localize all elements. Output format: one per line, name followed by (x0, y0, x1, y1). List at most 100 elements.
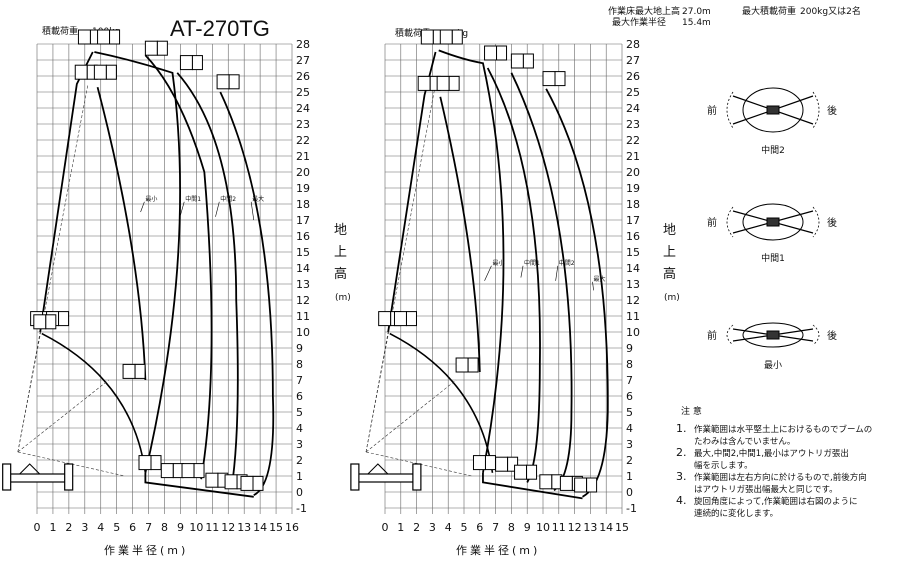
y-tick-label: 14 (626, 262, 640, 275)
platform-box (539, 474, 553, 490)
y-tick-label: 9 (296, 342, 303, 355)
label-leader (592, 281, 594, 291)
x-tick-label: 12 (221, 521, 235, 534)
y-tick-label: 10 (626, 326, 640, 339)
platform-box (216, 74, 230, 90)
y-tick-label: -1 (626, 502, 637, 515)
platform-box (554, 71, 566, 87)
notes-heading: 注 意 (681, 405, 702, 417)
y-tick-label: 0 (296, 486, 303, 499)
chart1-ylabel-2: 上 (334, 245, 347, 260)
x-tick-label: 0 (34, 521, 41, 534)
platform-box (109, 29, 121, 45)
x-tick-label: 0 (382, 521, 389, 534)
label-leader (555, 265, 559, 281)
platform-box (33, 314, 47, 330)
note-line: 最大,中間2,中間1,最小はアウトリガ張出 (694, 448, 849, 459)
range-curve (545, 88, 609, 498)
vehicle-turret (367, 463, 389, 475)
platform-box (495, 456, 509, 472)
boom-dash (17, 379, 109, 453)
y-tick-label: 4 (296, 422, 303, 435)
y-tick-label: 24 (296, 102, 310, 115)
vehicle-outrigger (412, 463, 422, 491)
platform-box (224, 474, 238, 490)
y-tick-label: 17 (296, 214, 310, 227)
y-tick-label: 16 (296, 230, 310, 243)
x-tick-label: 9 (177, 521, 184, 534)
x-tick-label: 13 (237, 521, 251, 534)
boom-dash (17, 451, 125, 477)
platform-box (240, 475, 254, 491)
platform-box (138, 455, 152, 471)
platform-box (393, 311, 407, 327)
platform-box (205, 472, 219, 488)
y-tick-label: 25 (626, 86, 640, 99)
range-curve (219, 91, 275, 497)
note-line: はアウトリガ張出幅最大と同じです。 (694, 484, 838, 495)
y-tick-label: 0 (626, 486, 633, 499)
y-tick-label: 6 (626, 390, 633, 403)
range-curve (438, 49, 505, 473)
x-tick-label: 7 (145, 521, 152, 534)
label-leader (140, 201, 145, 213)
label-leader (250, 201, 255, 221)
x-tick-label: 15 (615, 521, 629, 534)
y-tick-label: 11 (296, 310, 310, 323)
x-tick-label: 4 (445, 521, 452, 534)
x-tick-label: 11 (552, 521, 566, 534)
y-tick-label: 2 (626, 454, 633, 467)
platform-box (439, 29, 453, 45)
y-tick-label: 3 (296, 438, 303, 451)
y-tick-label: 18 (626, 198, 640, 211)
chart2-ylabel-3: 高 (663, 266, 676, 282)
x-tick-label: 8 (508, 521, 515, 534)
y-tick-label: 21 (296, 150, 310, 163)
y-tick-label: 4 (626, 422, 633, 435)
y-tick-label: 22 (296, 134, 310, 147)
note-number: 2. (676, 446, 687, 459)
x-tick-label: 14 (253, 521, 267, 534)
outrigger-curve-label: 中間1 (524, 259, 540, 267)
y-tick-label: 13 (296, 278, 310, 291)
y-tick-label: 22 (626, 134, 640, 147)
note-line: 作業範囲は左右方向に於けるもので,前後方向 (694, 472, 867, 483)
y-tick-label: 12 (626, 294, 640, 307)
chart1-load-label: 積載荷重 (42, 25, 78, 37)
platform-box (586, 477, 598, 493)
platform-box (156, 40, 168, 56)
platform-box (514, 464, 528, 480)
front-label: 前 (707, 216, 717, 229)
platform-box (467, 357, 479, 373)
y-tick-label: 11 (626, 310, 640, 323)
label-leader (215, 201, 220, 217)
platform-box (448, 75, 460, 91)
y-tick-label: 20 (296, 166, 310, 179)
y-tick-label: 7 (626, 374, 633, 387)
x-tick-label: 10 (189, 521, 203, 534)
platform-box (496, 45, 508, 61)
note-number: 4. (676, 494, 687, 507)
note-line: たわみは含んでいません。 (694, 436, 795, 447)
max-radius-value: 15.4m (682, 18, 711, 28)
note-line: 旋回角度によって,作業範囲は右図のように (694, 496, 858, 507)
platform-box (228, 74, 240, 90)
rotation-circle (742, 203, 804, 241)
chart2-xlabel: 作業半径(m) (456, 543, 540, 557)
y-tick-label: 17 (626, 214, 640, 227)
y-tick-label: 25 (296, 86, 310, 99)
platform-box (526, 464, 538, 480)
platform-box (472, 455, 486, 471)
y-tick-label: 26 (296, 70, 310, 83)
x-tick-label: 1 (397, 521, 404, 534)
y-tick-label: 18 (296, 198, 310, 211)
x-tick-label: 7 (492, 521, 499, 534)
y-tick-label: 9 (626, 342, 633, 355)
note-line: 幅を示します。 (694, 460, 753, 471)
max-height-value: 27.0m (682, 7, 711, 17)
boom-dash (365, 451, 472, 477)
label-leader (180, 201, 185, 216)
x-tick-label: 4 (97, 521, 104, 534)
